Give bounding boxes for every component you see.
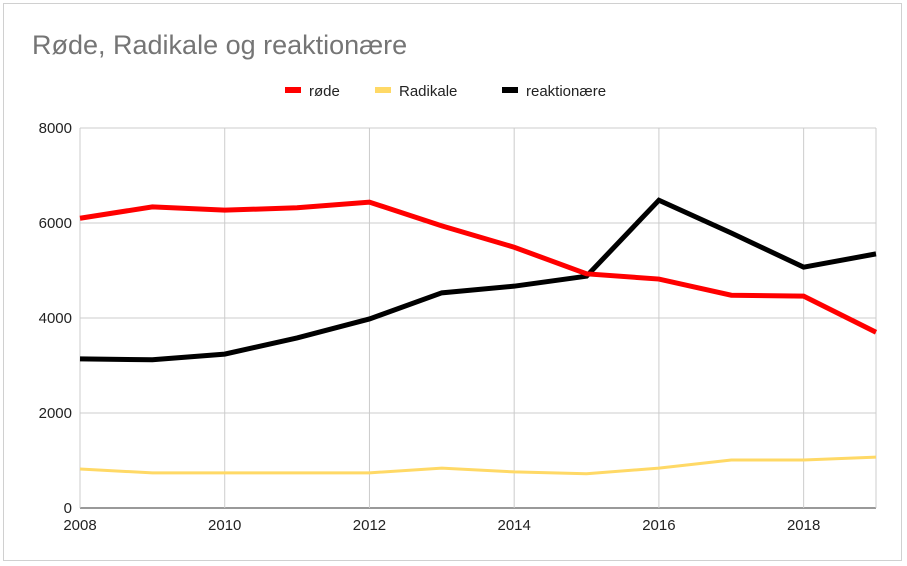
x-tick-label: 2018 <box>787 517 820 534</box>
series-line-reaktionære <box>79 197 877 363</box>
legend-swatch <box>375 87 391 93</box>
x-tick-label: 2014 <box>497 517 530 534</box>
x-tick-label: 2016 <box>642 517 675 534</box>
x-tick-label: 2010 <box>208 517 241 534</box>
series-line-Radikale <box>79 455 877 476</box>
series-line-røde <box>79 199 878 335</box>
x-tick-label: 2008 <box>63 517 96 534</box>
y-tick-label: 4000 <box>39 310 72 327</box>
legend-swatch <box>285 87 301 93</box>
x-tick-label: 2012 <box>353 517 386 534</box>
y-tick-label: 0 <box>64 500 72 517</box>
legend-label: reaktionære <box>526 83 606 100</box>
legend-swatch <box>502 87 518 93</box>
y-tick-label: 2000 <box>39 405 72 422</box>
legend-label: røde <box>309 83 340 100</box>
y-tick-label: 6000 <box>39 215 72 232</box>
chart-frame <box>3 3 902 561</box>
chart-title: Røde, Radikale og reaktionære <box>32 30 408 60</box>
legend-label: Radikale <box>399 83 457 100</box>
y-tick-label: 8000 <box>39 120 72 137</box>
